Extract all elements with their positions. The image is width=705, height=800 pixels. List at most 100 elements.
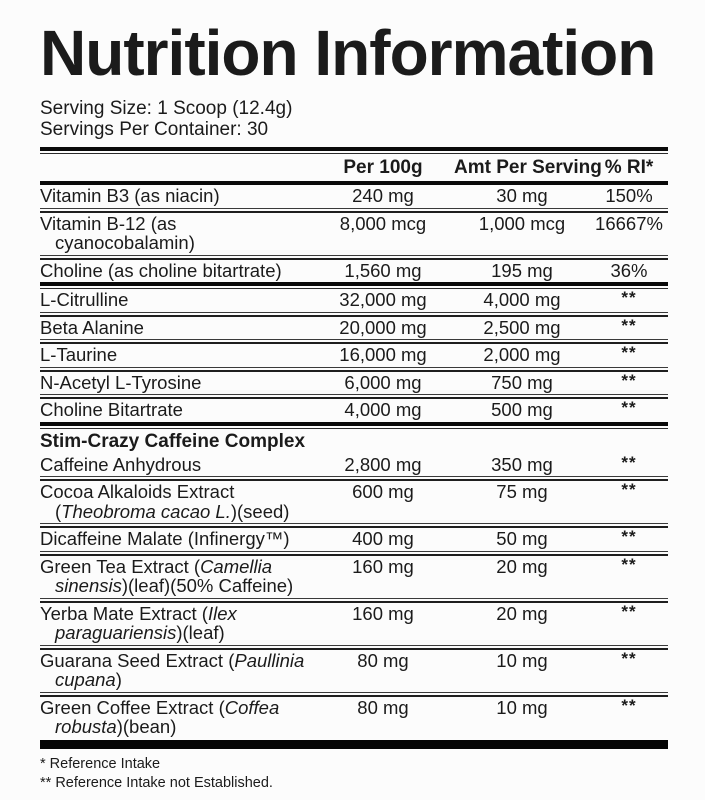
serving-size-line: Serving Size: 1 Scoop (12.4g) — [40, 98, 293, 119]
table-row: Dicaffeine Malate (Infinergy™) 400 mg 50 m… — [40, 527, 668, 551]
table-row: Cocoa Alkaloids Extract (Theobroma cacao … — [40, 480, 668, 523]
footnote-reference-intake: * Reference Intake — [40, 755, 161, 772]
per-serving-value: 10 mg — [496, 649, 548, 671]
per-100g-value: 16,000 mg — [339, 344, 427, 365]
table-row: Green Tea Extract (Camellia sinensis)(lea… — [40, 554, 668, 598]
per-100g-value: 1,560 mg — [344, 259, 422, 281]
ri-value: 150% — [605, 185, 653, 206]
ingredient-name: Vitamin B3 (as niacin) — [40, 186, 312, 206]
ingredient-name-line: L-Citrulline — [40, 289, 129, 310]
row-divider — [40, 366, 668, 372]
table-row: L-Citrulline 32,000 mg 4,000 mg ** — [40, 288, 668, 312]
per-serving-value: 195 mg — [491, 259, 553, 281]
table-row: Choline (as choline bitartrate) 1,560 mg 1… — [40, 260, 668, 283]
row-divider — [40, 523, 668, 528]
ri-value: ** — [621, 315, 637, 335]
ingredient-name-line: Green Coffee Extract (Coffea — [40, 696, 280, 718]
nutrition-table: Per 100g Amt Per Serving % RI* Vitamin B… — [40, 147, 668, 749]
row-divider — [40, 339, 668, 344]
footnotes: * Reference Intake ** Reference Intake n… — [40, 755, 668, 794]
table-row: Vitamin B-12 (as cyanocobalamin) 8,000 mcg… — [40, 213, 668, 255]
ingredient-name: Choline (as choline bitartrate) — [40, 259, 312, 281]
ingredient-name: L-Taurine — [40, 345, 312, 365]
row-divider — [40, 476, 668, 481]
row-divider — [40, 644, 668, 650]
table-row: L-Taurine 16,000 mg 2,000 mg ** — [40, 343, 668, 367]
ri-value: ** — [621, 695, 637, 715]
per-100g-value: 6,000 mg — [344, 371, 422, 393]
ingredient-name-line: cyanocobalamin) — [55, 232, 195, 253]
table-top-rule — [40, 147, 668, 154]
table-rows: Vitamin B3 (as niacin) 240 mg 30 mg 150% Vit… — [40, 185, 668, 739]
table-header-row: Per 100g Amt Per Serving % RI* — [40, 154, 668, 181]
servings-per-container-line: Servings Per Container: 30 — [40, 119, 269, 140]
ri-value: ** — [621, 452, 637, 472]
table-row: Green Coffee Extract (Coffea robusta)(bea… — [40, 695, 668, 739]
ri-value: 36% — [610, 259, 648, 281]
ingredient-name-line: Vitamin B-12 (as — [40, 212, 177, 234]
ingredient-name-line: L-Taurine — [40, 344, 118, 365]
per-serving-value: 350 mg — [491, 453, 553, 475]
row-divider — [40, 207, 668, 213]
ingredient-name-line: Dicaffeine Malate (Infinergy™) — [40, 528, 290, 549]
ingredient-name: Caffeine Anhydrous — [40, 453, 312, 475]
row-divider — [40, 597, 668, 603]
table-row: N-Acetyl L-Tyrosine 6,000 mg 750 mg ** — [40, 370, 668, 395]
per-100g-value: 20,000 mg — [339, 316, 427, 338]
ingredient-name: Green Tea Extract (Camellia sinensis)(lea… — [40, 555, 312, 596]
ri-value: ** — [621, 370, 637, 390]
ingredient-name: Green Coffee Extract (Coffea robusta)(bea… — [40, 696, 312, 737]
table-row: Beta Alanine 20,000 mg 2,500 mg ** — [40, 315, 668, 340]
ingredient-name-line: N-Acetyl L-Tyrosine — [40, 371, 202, 393]
ingredient-name-line: paraguariensis)(leaf) — [55, 622, 225, 643]
ingredient-name: L-Citrulline — [40, 290, 312, 310]
column-header-ri: % RI* — [604, 157, 654, 178]
column-header-amt-per-serving: Amt Per Serving — [454, 157, 602, 178]
ingredient-name: N-Acetyl L-Tyrosine — [40, 371, 312, 393]
ri-value: ** — [621, 527, 637, 546]
ri-value: ** — [621, 343, 637, 362]
section-header-row: Stim-Crazy Caffeine Complex — [40, 430, 306, 452]
per-serving-value: 75 mg — [496, 481, 548, 502]
row-divider — [40, 311, 668, 317]
ingredient-name-line: Caffeine Anhydrous — [40, 453, 202, 475]
per-serving-value: 30 mg — [496, 185, 548, 206]
per-100g-value: 4,000 mg — [344, 399, 422, 420]
ingredient-name-line: Yerba Mate Extract (Ilex — [40, 602, 237, 624]
ri-value: ** — [621, 648, 637, 668]
serving-info: Serving Size: 1 Scoop (12.4g) Servings P… — [40, 98, 668, 140]
footnote-ri-not-established: ** Reference Intake not Established. — [40, 775, 273, 791]
ingredient-name: Choline Bitartrate — [40, 400, 312, 420]
row-divider — [40, 691, 668, 697]
ri-value: ** — [621, 398, 637, 417]
ingredient-name-line: cupana) — [55, 669, 122, 690]
table-row: Guarana Seed Extract (Paullinia cupana) 80… — [40, 648, 668, 692]
ri-value: ** — [621, 554, 637, 574]
ingredient-name-line: Guarana Seed Extract (Paullinia — [40, 649, 305, 671]
per-100g-value: 80 mg — [357, 696, 409, 718]
per-100g-value: 160 mg — [352, 555, 414, 577]
column-header-per-100g: Per 100g — [343, 157, 423, 178]
ri-value: ** — [621, 288, 637, 307]
per-serving-value: 2,000 mg — [483, 344, 561, 365]
per-100g-value: 8,000 mcg — [339, 212, 427, 234]
per-serving-value: 10 mg — [496, 696, 548, 718]
per-100g-value: 160 mg — [352, 602, 414, 624]
ingredient-name-line: Beta Alanine — [40, 316, 144, 338]
per-serving-value: 20 mg — [496, 555, 548, 577]
per-100g-value: 240 mg — [352, 185, 414, 206]
ingredient-name: Yerba Mate Extract (Ilex paraguariensis)(… — [40, 602, 312, 643]
table-row: Vitamin B3 (as niacin) 240 mg 30 mg 150% — [40, 185, 668, 208]
per-serving-value: 4,000 mg — [483, 289, 561, 310]
per-100g-value: 400 mg — [352, 528, 414, 549]
row-divider — [40, 394, 668, 399]
per-100g-value: 80 mg — [357, 649, 409, 671]
ingredient-name-line: Green Tea Extract (Camellia — [40, 555, 273, 577]
per-serving-value: 500 mg — [491, 399, 553, 420]
per-100g-value: 32,000 mg — [339, 289, 427, 310]
section-divider — [40, 421, 668, 429]
ingredient-name-line: Choline (as choline bitartrate) — [40, 259, 282, 281]
per-serving-value: 2,500 mg — [483, 316, 561, 338]
per-serving-value: 20 mg — [496, 602, 548, 624]
